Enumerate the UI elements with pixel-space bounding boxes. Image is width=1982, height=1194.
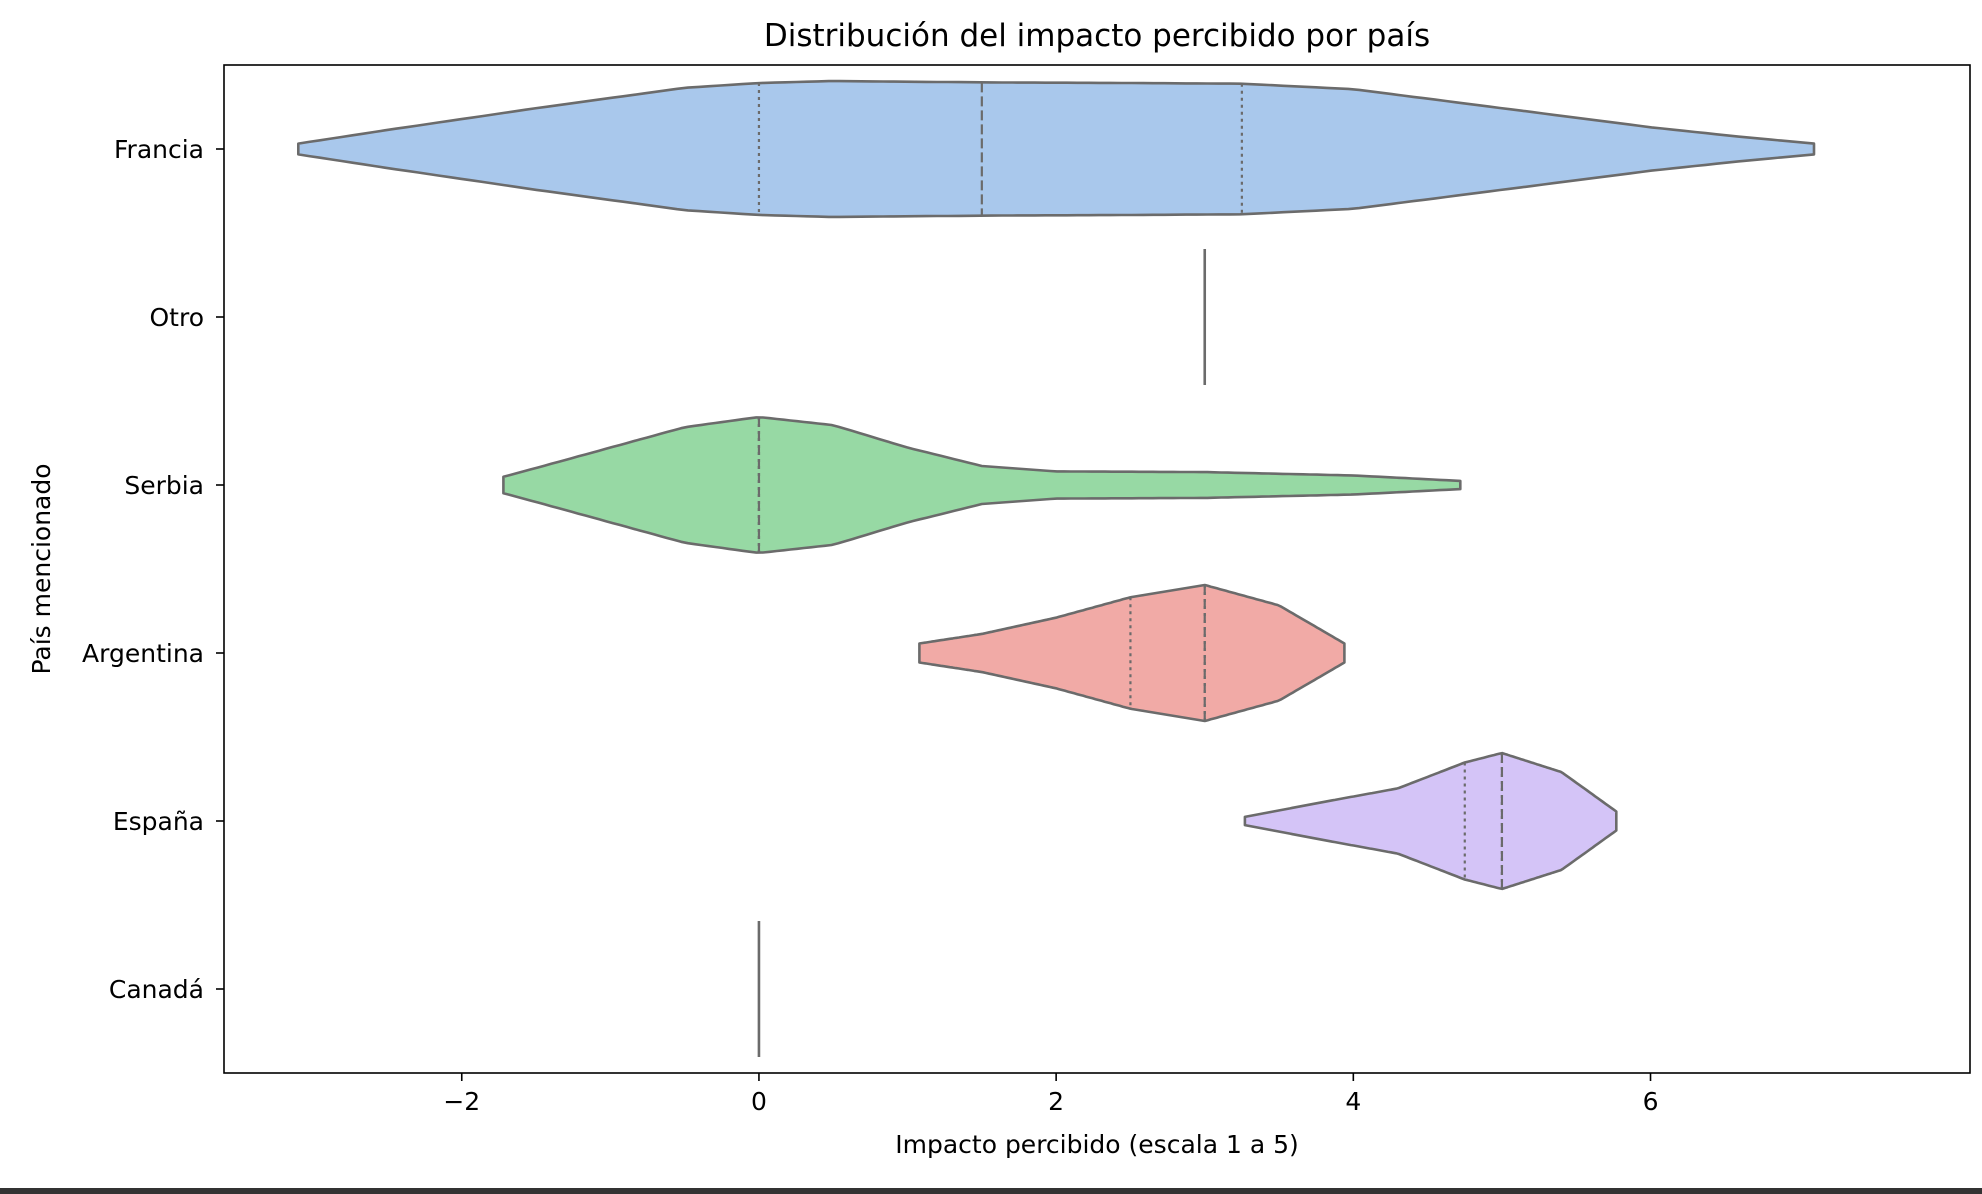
y-tick-label: Otro: [149, 303, 204, 332]
x-axis: −2 0 2 4 6: [443, 1073, 1658, 1116]
x-tick-label: 2: [1048, 1087, 1064, 1116]
x-axis-title: Impacto percibido (escala 1 a 5): [895, 1130, 1299, 1159]
violin-body: [1243, 751, 1618, 891]
violin-body: [297, 79, 1816, 219]
violin-body: [918, 583, 1346, 723]
x-tick-label: 4: [1345, 1087, 1361, 1116]
y-tick-label: Francia: [114, 135, 204, 164]
x-tick-label: −2: [443, 1087, 480, 1116]
plot-frame: [223, 64, 1971, 1074]
violin-serbia: [502, 416, 1462, 554]
violins-layer: [297, 79, 1816, 1057]
violin-argentina: [918, 583, 1346, 723]
y-axis-title: País mencionado: [27, 463, 56, 674]
y-tick-label: Serbia: [124, 471, 204, 500]
x-tick-label: 0: [751, 1087, 767, 1116]
y-tick-label: España: [113, 807, 204, 836]
violin-body: [502, 416, 1462, 554]
y-tick-label: Canadá: [109, 975, 204, 1004]
chart-title: Distribución del impacto percibido por p…: [764, 18, 1430, 54]
y-tick-label: Argentina: [82, 639, 204, 668]
violin-francia: [297, 79, 1816, 219]
window-bottom-edge: [0, 1188, 1982, 1194]
x-tick-label: 6: [1643, 1087, 1659, 1116]
violin-españa: [1243, 751, 1618, 891]
y-axis: Francia Otro Serbia Argentina España Canadá: [82, 135, 224, 1004]
